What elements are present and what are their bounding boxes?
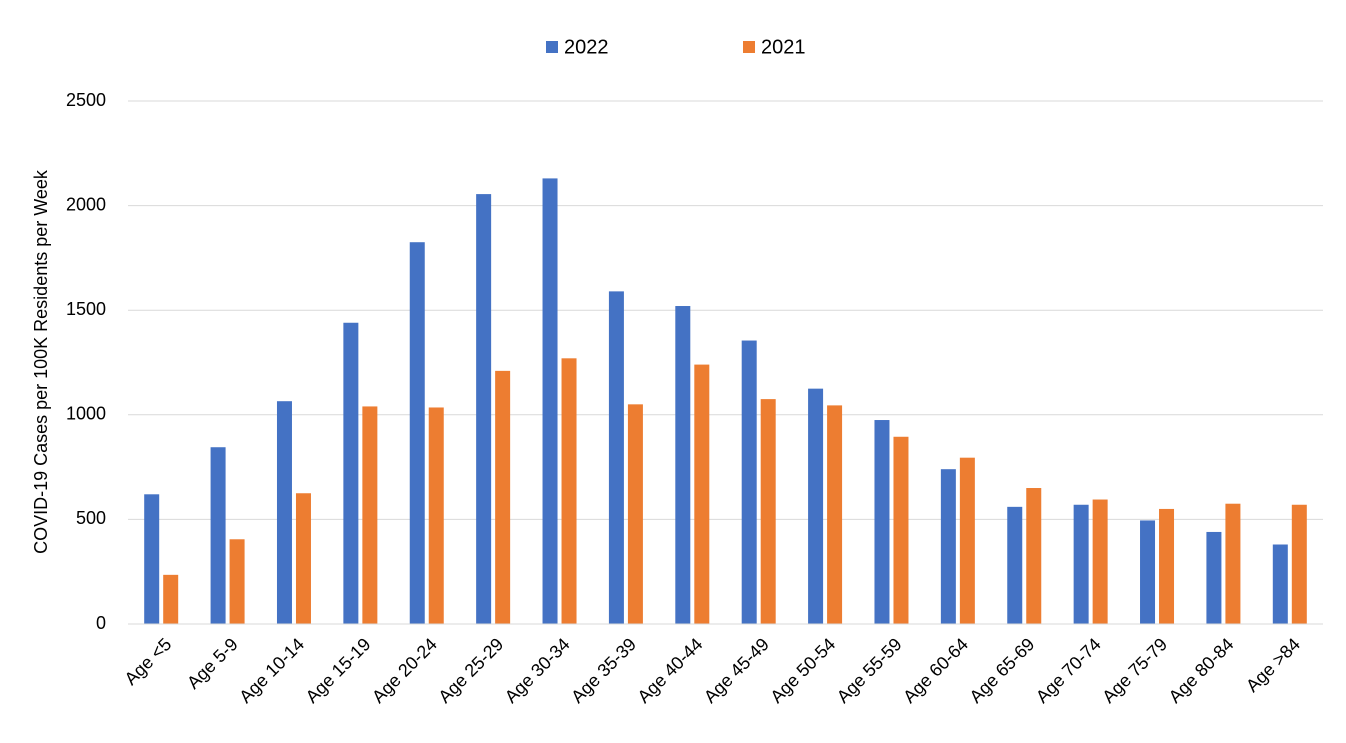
bar bbox=[874, 420, 890, 624]
bar bbox=[1007, 506, 1023, 624]
y-tick-label: 2000 bbox=[66, 194, 106, 214]
x-tick-label: Age 55-59 bbox=[833, 634, 906, 707]
x-tick-label: Age 70-74 bbox=[1032, 634, 1105, 707]
bar bbox=[627, 404, 643, 624]
bar bbox=[144, 494, 160, 624]
x-tick-label: Age 45-49 bbox=[700, 634, 773, 707]
bar bbox=[428, 407, 444, 624]
bar bbox=[1206, 531, 1222, 624]
bar bbox=[760, 399, 776, 624]
bar bbox=[808, 388, 824, 624]
bar bbox=[1272, 544, 1288, 624]
bar bbox=[295, 493, 311, 624]
x-tick-label: Age 35-39 bbox=[567, 634, 640, 707]
legend-swatch bbox=[743, 41, 755, 53]
x-tick-label: Age >84 bbox=[1242, 634, 1304, 696]
x-tick-label: Age 15-19 bbox=[302, 634, 375, 707]
bar bbox=[893, 436, 909, 624]
x-tick-label: Age 5-9 bbox=[183, 634, 242, 693]
legend-label: 2022 bbox=[564, 36, 609, 58]
x-tick-label: Age 80-84 bbox=[1165, 634, 1238, 707]
x-tick-label: Age 65-69 bbox=[966, 634, 1039, 707]
y-axis-label: COVID-19 Cases per 100K Residents per We… bbox=[31, 169, 51, 554]
x-tick-label: Age <5 bbox=[121, 634, 176, 689]
bar bbox=[210, 447, 226, 624]
bar bbox=[940, 469, 956, 624]
x-tick-label: Age 30-34 bbox=[501, 634, 574, 707]
bar bbox=[959, 457, 975, 624]
bar bbox=[1092, 499, 1108, 624]
y-tick-label: 0 bbox=[96, 613, 106, 633]
bar bbox=[1159, 508, 1175, 624]
bar bbox=[675, 306, 691, 624]
bar bbox=[495, 370, 511, 624]
bar bbox=[1225, 503, 1241, 624]
x-tick-label: Age 20-24 bbox=[368, 634, 441, 707]
legend-label: 2021 bbox=[761, 36, 806, 58]
x-tick-label: Age 75-79 bbox=[1098, 634, 1171, 707]
bar bbox=[476, 194, 492, 624]
x-tick-label: Age 60-64 bbox=[899, 634, 972, 707]
y-tick-label: 1000 bbox=[66, 404, 106, 424]
bar bbox=[694, 364, 710, 624]
bar bbox=[1291, 504, 1307, 624]
x-tick-label: Age 10-14 bbox=[235, 634, 308, 707]
bar bbox=[827, 405, 843, 624]
bar bbox=[561, 358, 577, 624]
bar bbox=[343, 322, 359, 624]
y-tick-label: 500 bbox=[76, 508, 106, 528]
bar bbox=[1140, 520, 1156, 624]
x-tick-label: Age 40-44 bbox=[634, 634, 707, 707]
legend-swatch bbox=[546, 41, 558, 53]
bar bbox=[608, 291, 624, 624]
bar bbox=[1026, 488, 1042, 624]
bar bbox=[362, 406, 378, 624]
y-tick-label: 2500 bbox=[66, 90, 106, 110]
x-tick-label: Age 50-54 bbox=[766, 634, 839, 707]
bar bbox=[542, 178, 558, 625]
bar bbox=[163, 574, 179, 624]
bar bbox=[741, 340, 757, 624]
bar bbox=[1073, 504, 1089, 624]
bar bbox=[409, 242, 425, 624]
bar bbox=[229, 539, 245, 624]
y-tick-label: 1500 bbox=[66, 299, 106, 319]
x-tick-label: Age 25-29 bbox=[434, 634, 507, 707]
bar bbox=[276, 401, 292, 624]
